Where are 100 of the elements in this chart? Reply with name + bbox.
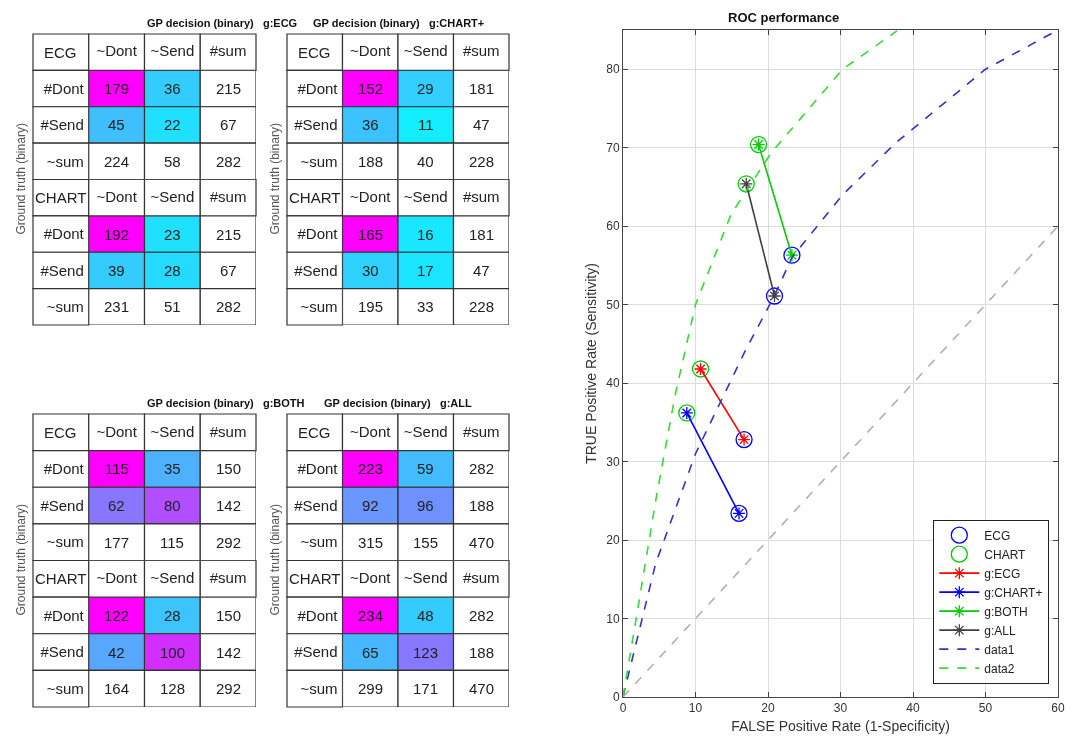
x-tick-label: ~Send <box>403 42 448 60</box>
data-label: 59 <box>417 460 434 477</box>
x-tick-label: ~Dont <box>350 569 392 587</box>
data-label: 16 <box>417 226 434 243</box>
x-tick-label: 30 <box>833 701 848 716</box>
data-label: 231 <box>104 298 130 315</box>
x-tick-label: 20 <box>761 701 775 716</box>
y-tick-label: 20 <box>606 533 620 548</box>
y-tick-label: #Send <box>40 496 84 514</box>
x-axis-title: ECG <box>44 44 77 61</box>
legend-label: g:ECG <box>984 566 1021 581</box>
y-axis-title: Ground truth (binary) <box>13 504 28 616</box>
data-label: 48 <box>417 607 434 624</box>
y-tick-label: ~sum <box>46 679 84 697</box>
x-axis-title: CHART <box>289 570 341 587</box>
x-axis-title: ECG <box>298 44 331 61</box>
data-label: 195 <box>358 298 384 315</box>
y-axis-title: Ground truth (binary) <box>267 123 282 235</box>
data-label: 165 <box>358 226 384 243</box>
data-label: 179 <box>104 80 130 97</box>
y-tick-label: 80 <box>606 62 620 77</box>
data-label: 47 <box>473 116 490 133</box>
x-tick-label: ~Send <box>403 187 448 205</box>
x-tick-label: ~Dont <box>350 42 392 60</box>
y-tick-label: 50 <box>606 297 620 312</box>
x-tick-label: ~Dont <box>96 422 138 440</box>
data-label: 215 <box>216 80 242 97</box>
data-label: 36 <box>362 116 379 133</box>
y-axis-title: Ground truth (binary) <box>267 504 282 616</box>
y-tick-label: ~sum <box>300 152 338 170</box>
y-tick-label: #Send <box>294 643 338 661</box>
x-tick-label: ~Send <box>403 569 448 587</box>
data-label: 92 <box>362 497 379 514</box>
data-label: 215 <box>216 226 242 243</box>
data-label: 282 <box>216 153 242 170</box>
data-label: 188 <box>358 153 384 170</box>
y-tick-label: #Dont <box>297 460 339 478</box>
data-label: 96 <box>417 497 434 514</box>
data-label: 51 <box>164 298 181 315</box>
data-label: 115 <box>160 534 184 551</box>
data-label: 40 <box>417 153 434 170</box>
legend-label: ECG <box>984 528 1011 543</box>
x-tick-label: #sum <box>209 569 247 587</box>
data-label: 58 <box>164 153 181 170</box>
y-tick-label: #Send <box>40 116 84 134</box>
data-label: 28 <box>164 262 181 279</box>
y-tick-label: #Dont <box>43 225 85 243</box>
data-label: 150 <box>216 460 242 477</box>
data-label: 80 <box>164 497 181 514</box>
x-tick-label: 40 <box>906 701 920 716</box>
legend-label: g:CHART+ <box>984 585 1043 600</box>
data-label: 39 <box>108 262 125 279</box>
y-tick-label: ~sum <box>300 679 338 697</box>
y-tick-label: #Send <box>294 261 338 279</box>
data-label: 22 <box>164 116 181 133</box>
y-tick-label: #Dont <box>43 460 85 478</box>
chart-title: GP decision (binary) g:BOTH <box>147 397 305 409</box>
x-tick-label: #sum <box>209 187 247 205</box>
y-tick-label: #Dont <box>297 79 339 97</box>
legend-label: g:BOTH <box>984 604 1028 619</box>
x-tick-label: 10 <box>688 701 703 716</box>
x-tick-label: ~Dont <box>96 187 138 205</box>
data-label: 152 <box>358 80 384 97</box>
y-tick-label: ~sum <box>300 298 338 316</box>
x-tick-label: #sum <box>462 42 500 60</box>
legend-label: data1 <box>984 642 1015 657</box>
y-tick-label: 60 <box>606 219 620 234</box>
y-tick-label: #Dont <box>43 606 85 624</box>
data-label: 28 <box>164 607 181 624</box>
y-tick-label: #Send <box>40 261 84 279</box>
data-label: 142 <box>216 497 242 514</box>
data-label: 177 <box>104 534 130 551</box>
legend-label: CHART <box>984 547 1027 562</box>
y-tick-label: #Dont <box>297 606 339 624</box>
data-label: 29 <box>417 80 434 97</box>
data-label: 188 <box>469 497 495 514</box>
line-series <box>623 30 898 697</box>
x-tick-label: 50 <box>978 701 993 716</box>
legend-label: g:ALL <box>984 623 1016 638</box>
legend-label: data2 <box>984 661 1015 676</box>
x-tick-label: ~Send <box>150 569 195 587</box>
data-label: 228 <box>469 298 495 315</box>
x-tick-label: ~Send <box>403 422 448 440</box>
x-axis-title: ECG <box>44 424 77 441</box>
x-tick-label: ~Send <box>150 187 195 205</box>
chart-title: GP decision (binary) g:CHART+ <box>313 17 485 29</box>
y-tick-label: 0 <box>612 690 620 705</box>
y-tick-label: #Send <box>294 116 338 134</box>
x-tick-label: ~Dont <box>350 422 392 440</box>
y-tick-label: 30 <box>606 454 620 469</box>
x-tick-label: ~Dont <box>96 569 138 587</box>
data-label: 35 <box>164 460 181 477</box>
x-tick-label: #sum <box>209 42 247 60</box>
x-tick-label: ~Send <box>150 422 195 440</box>
x-tick-label: #sum <box>462 569 500 587</box>
data-label: 470 <box>469 680 495 697</box>
y-tick-label: ~sum <box>46 533 84 551</box>
data-label: 223 <box>358 460 384 477</box>
data-label: 282 <box>469 607 495 624</box>
data-label: 30 <box>362 262 379 279</box>
